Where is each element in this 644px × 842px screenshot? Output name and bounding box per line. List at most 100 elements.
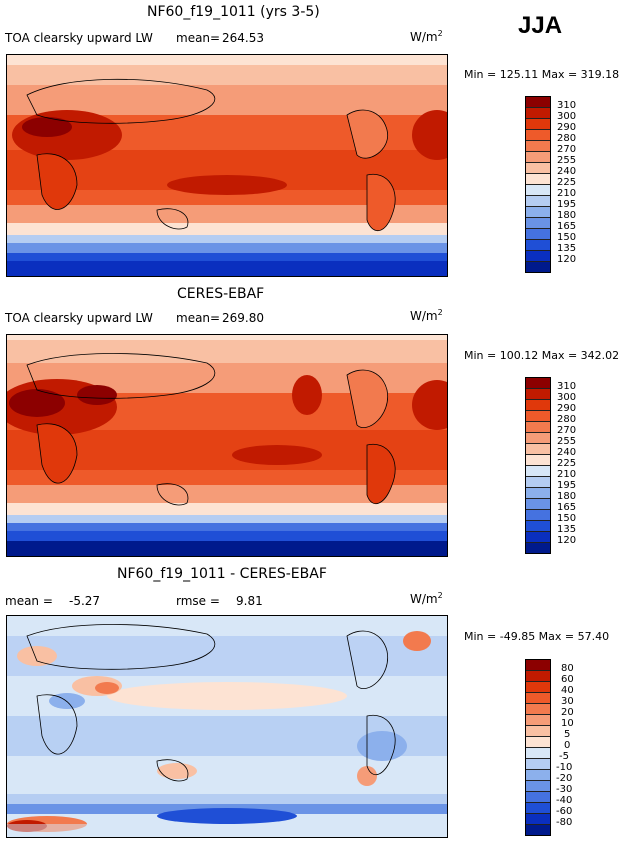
panel3-tick: 20 <box>561 707 574 718</box>
panel2-tick: 210 <box>557 469 577 480</box>
panel3-map <box>6 615 448 838</box>
panel3-mean-label: mean = <box>5 594 53 608</box>
panel3-tick: 40 <box>561 685 574 696</box>
panel3-title: NF60_f19_1011 - CERES-EBAF <box>117 566 327 582</box>
panel1-colorbar-swatch <box>526 240 550 251</box>
panel2-tick: 135 <box>557 524 577 535</box>
panel1-colorbar-swatch <box>526 108 550 119</box>
panel2-title: CERES-EBAF <box>177 286 265 302</box>
panel2-tick: 280 <box>557 414 577 425</box>
panel2-tick: 240 <box>557 447 577 458</box>
panel3-colorbar-swatch <box>526 825 550 835</box>
panel3-tick: 80 <box>561 663 574 674</box>
panel3-colorbar-swatch <box>526 759 550 770</box>
panel1-tick: 240 <box>557 166 577 177</box>
panel1-tick: 150 <box>557 232 577 243</box>
panel1-tick: 290 <box>557 122 577 133</box>
panel3-colorbar-swatch <box>526 748 550 759</box>
panel2-colorbar-swatch <box>526 532 550 543</box>
panel3-tick: 5 <box>564 729 571 740</box>
panel2-colorbar-swatch <box>526 422 550 433</box>
panel3-colorbar-swatch <box>526 660 550 671</box>
panel2-colorbar-swatch <box>526 543 550 553</box>
panel1-colorbar-swatch <box>526 130 550 141</box>
panel2-tick: 300 <box>557 392 577 403</box>
panel2-colorbar-swatch <box>526 400 550 411</box>
panel1-units: W/m2 <box>410 29 443 44</box>
panel3-min-max: Min = -49.85 Max = 57.40 <box>464 630 610 643</box>
panel3-colorbar-swatch <box>526 792 550 803</box>
panel2-colorbar-swatch <box>526 444 550 455</box>
panel2-tick: 120 <box>557 535 577 546</box>
panel3-colorbar-swatch <box>526 671 550 682</box>
panel2-colorbar-swatch <box>526 411 550 422</box>
panel2-colorbar-swatch <box>526 389 550 400</box>
panel3-colorbar-swatch <box>526 737 550 748</box>
panel3-units: W/m2 <box>410 591 443 606</box>
panel1-colorbar-swatch <box>526 229 550 240</box>
panel3-tick: 60 <box>561 674 574 685</box>
panel1-min-max: Min = 125.11 Max = 319.18 <box>464 68 620 81</box>
panel1-colorbar-swatch <box>526 97 550 108</box>
panel1-colorbar-swatch <box>526 141 550 152</box>
panel2-tick: 195 <box>557 480 577 491</box>
panel3-tick: -30 <box>556 784 573 795</box>
panel3-tick: 10 <box>561 718 574 729</box>
panel2-mean-value: 269.80 <box>222 311 264 325</box>
panel3-colorbar-swatch <box>526 803 550 814</box>
panel3-tick: -80 <box>556 817 573 828</box>
panel3-tick: -20 <box>556 773 573 784</box>
panel1-colorbar-swatch <box>526 174 550 185</box>
panel1-tick: 255 <box>557 155 577 166</box>
panel2-tick: 270 <box>557 425 577 436</box>
panel1-title: NF60_f19_1011 (yrs 3-5) <box>147 4 320 20</box>
panel3-colorbar <box>525 659 551 836</box>
panel1-colorbar-swatch <box>526 196 550 207</box>
panel3-mean-value: -5.27 <box>69 594 101 608</box>
panel2-tick: 180 <box>557 491 577 502</box>
panel3-colorbar-swatch <box>526 682 550 693</box>
panel1-tick: 225 <box>557 177 577 188</box>
panel3-rmse-label: rmse = <box>176 594 220 608</box>
panel1-tick: 210 <box>557 188 577 199</box>
panel3-rmse-value: 9.81 <box>236 594 263 608</box>
panel2-min-max: Min = 100.12 Max = 342.02 <box>464 349 620 362</box>
panel2-colorbar-swatch <box>526 510 550 521</box>
panel3-colorbar-swatch <box>526 726 550 737</box>
panel3-tick: 0 <box>564 740 571 751</box>
panel1-variable-label: TOA clearsky upward LW <box>5 31 153 45</box>
panel2-colorbar-swatch <box>526 378 550 389</box>
panel3-colorbar-swatch <box>526 693 550 704</box>
panel1-mean-value: 264.53 <box>222 31 264 45</box>
panel1-colorbar <box>525 96 551 273</box>
panel2-tick: 290 <box>557 403 577 414</box>
panel3-colorbar-swatch <box>526 814 550 825</box>
panel1-colorbar-swatch <box>526 218 550 229</box>
panel2-tick: 255 <box>557 436 577 447</box>
panel2-colorbar-swatch <box>526 455 550 466</box>
panel2-tick: 150 <box>557 513 577 524</box>
panel2-colorbar-swatch <box>526 433 550 444</box>
panel3-tick: 30 <box>561 696 574 707</box>
panel1-tick: 270 <box>557 144 577 155</box>
panel2-colorbar <box>525 377 551 554</box>
panel3-tick: -10 <box>556 762 573 773</box>
panel2-tick: 165 <box>557 502 577 513</box>
panel1-tick: 280 <box>557 133 577 144</box>
panel1-colorbar-swatch <box>526 185 550 196</box>
panel1-map <box>6 54 448 277</box>
panel3-colorbar-swatch <box>526 704 550 715</box>
panel1-mean-label: mean= <box>176 31 221 45</box>
panel1-colorbar-swatch <box>526 207 550 218</box>
panel1-tick: 135 <box>557 243 577 254</box>
panel1-colorbar-swatch <box>526 262 550 272</box>
panel1-tick: 300 <box>557 111 577 122</box>
panel1-colorbar-swatch <box>526 251 550 262</box>
panel3-tick: -5 <box>559 751 569 762</box>
panel1-colorbar-swatch <box>526 119 550 130</box>
panel2-tick: 310 <box>557 381 577 392</box>
panel2-colorbar-swatch <box>526 499 550 510</box>
panel3-tick: -60 <box>556 806 573 817</box>
panel1-tick: 120 <box>557 254 577 265</box>
panel3-colorbar-swatch <box>526 715 550 726</box>
